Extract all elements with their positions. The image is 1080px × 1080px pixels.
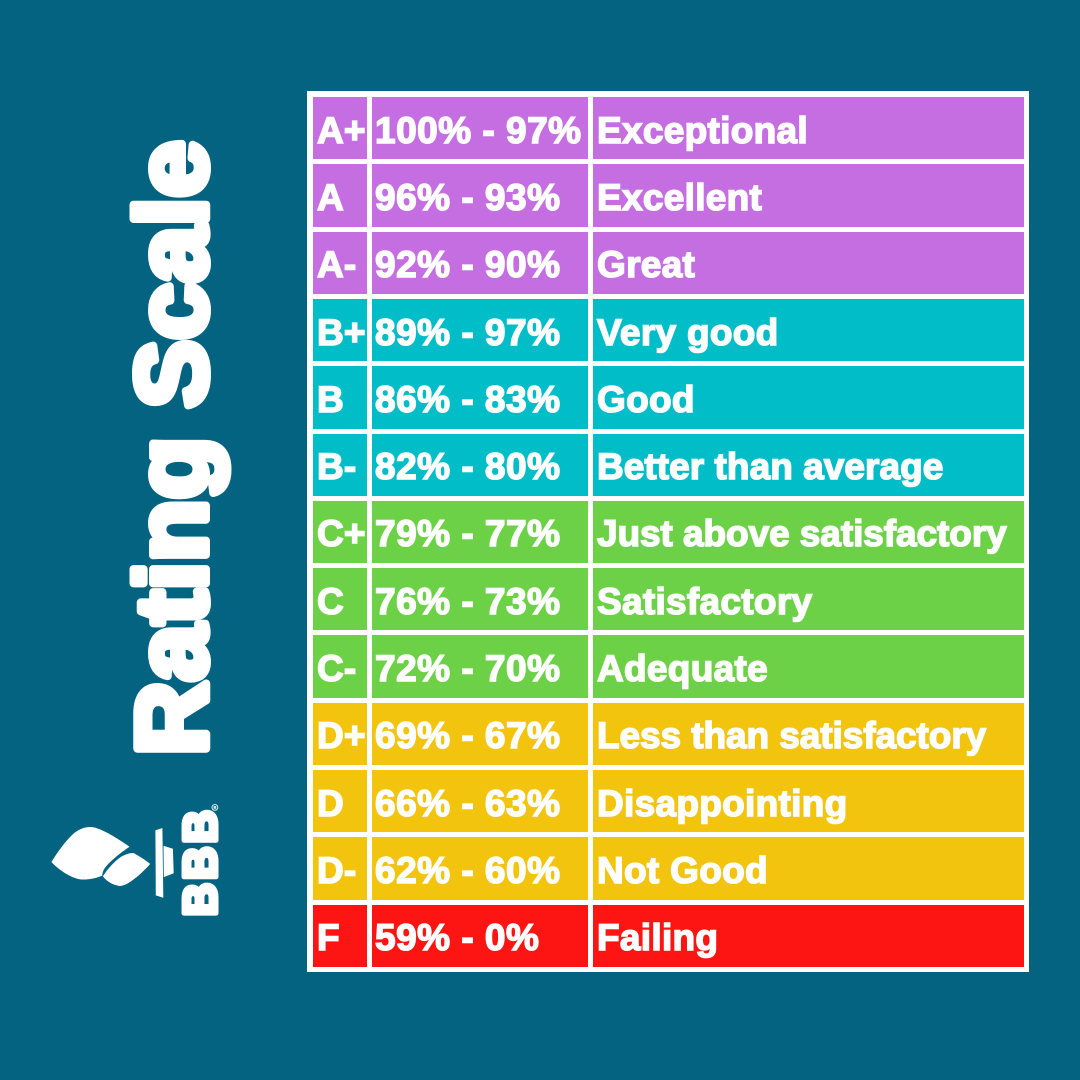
svg-text:BBB: BBB xyxy=(174,810,226,916)
svg-text:Rating Scale: Rating Scale xyxy=(116,141,228,756)
